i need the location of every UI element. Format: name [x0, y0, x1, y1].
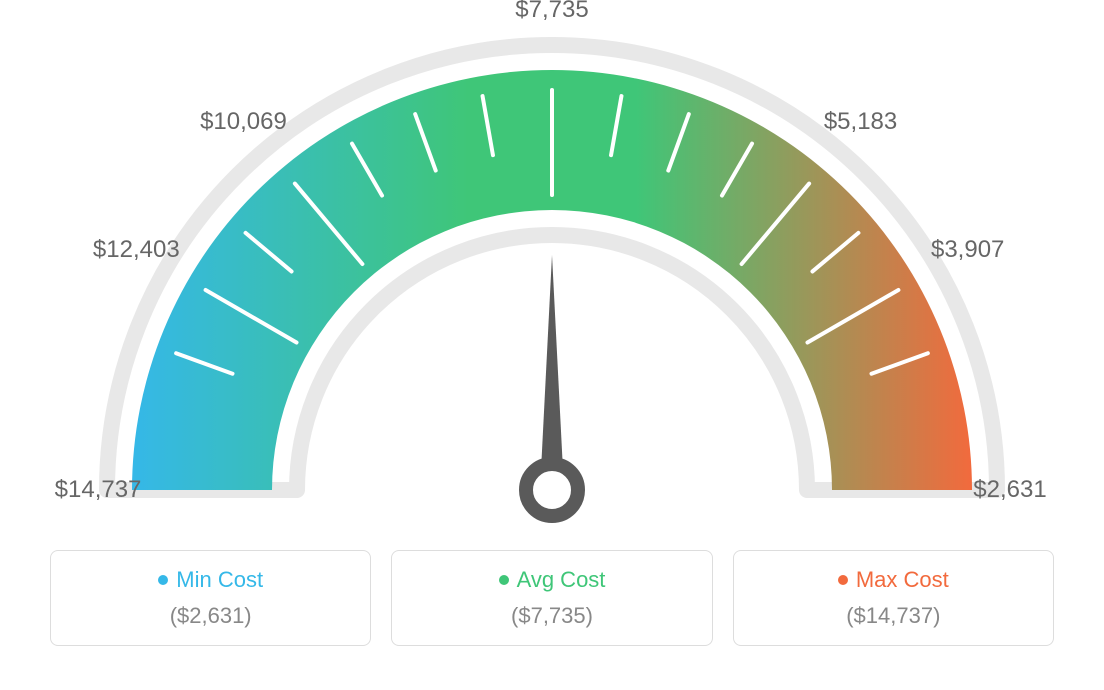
- legend-title-text: Max Cost: [856, 567, 949, 593]
- gauge-tick-label: $14,737: [55, 476, 142, 504]
- legend-avg: Avg Cost ($7,735): [391, 550, 712, 646]
- legend-dot-icon: [158, 575, 168, 585]
- legend-title: Max Cost: [838, 567, 949, 593]
- legend-value: ($7,735): [392, 603, 711, 629]
- legend-dot-icon: [838, 575, 848, 585]
- legend-title-text: Min Cost: [176, 567, 263, 593]
- legend-min: Min Cost ($2,631): [50, 550, 371, 646]
- legend-value: ($14,737): [734, 603, 1053, 629]
- gauge-chart: $2,631 $3,907 $5,183 $7,735 $10,069 $12,403 $1…: [0, 0, 1104, 530]
- legend-value: ($2,631): [51, 603, 370, 629]
- gauge-tick-label: $2,631: [973, 476, 1046, 504]
- legend-row: Min Cost ($2,631) Avg Cost ($7,735) Max Cost…: [0, 550, 1104, 646]
- gauge-tick-label: $7,735: [515, 0, 588, 24]
- gauge-tick-label: $5,183: [824, 108, 897, 136]
- gauge-tick-label: $10,069: [200, 108, 287, 136]
- gauge-tick-label: $12,403: [93, 236, 180, 264]
- legend-title: Avg Cost: [499, 567, 606, 593]
- gauge-tick-label: $3,907: [931, 236, 1004, 264]
- legend-title-text: Avg Cost: [517, 567, 606, 593]
- gauge-svg: [0, 0, 1104, 530]
- legend-max: Max Cost ($14,737): [733, 550, 1054, 646]
- legend-title: Min Cost: [158, 567, 263, 593]
- legend-dot-icon: [499, 575, 509, 585]
